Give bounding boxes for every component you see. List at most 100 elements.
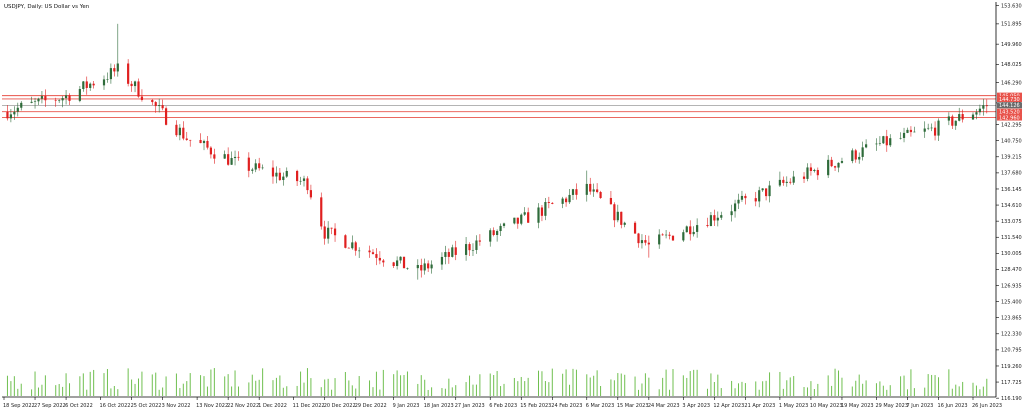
x-tick-label: 18 Jan 2023 — [424, 403, 454, 409]
x-tick-label: 20 Dec 2022 — [324, 403, 356, 409]
candle-body — [489, 230, 492, 242]
level-label: 142.960 — [999, 115, 1020, 121]
candle-body — [382, 260, 385, 263]
x-tick-label: 18 Sep 2022 — [3, 403, 35, 409]
candle-body — [813, 169, 816, 171]
candle-body — [768, 185, 771, 197]
candle-body — [513, 217, 516, 224]
candle-body — [271, 167, 275, 177]
candle-body — [185, 138, 188, 140]
y-tick-label: 117.725 — [1001, 380, 1022, 386]
candle-body — [809, 167, 813, 171]
candle-body — [730, 211, 733, 216]
chart-title: USDJPY, Daily: US Dollar vs Yen — [4, 4, 90, 10]
candle-body — [302, 178, 306, 181]
x-tick-label: 21 Apr 2023 — [744, 403, 775, 409]
x-tick-label: 25 Oct 2022 — [131, 403, 162, 409]
candle-body — [978, 108, 981, 113]
y-tick-label: 140.750 — [1001, 139, 1022, 145]
candle-body — [61, 98, 64, 101]
candle-body — [130, 83, 133, 87]
candle-body — [527, 212, 530, 223]
candle-body — [492, 230, 495, 235]
candle-body — [592, 189, 595, 192]
candle-body — [440, 256, 444, 265]
candle-body — [213, 154, 216, 159]
x-tick-label: 7 Jun 2023 — [906, 403, 933, 409]
candle-body — [468, 244, 471, 251]
candle-body — [258, 163, 261, 169]
candle-body — [685, 226, 688, 233]
x-tick-label: 1 Dec 2022 — [258, 403, 287, 409]
y-tick-label: 139.215 — [1001, 155, 1022, 161]
candle-body — [664, 234, 668, 236]
candle-body — [889, 138, 892, 146]
candle-body — [378, 257, 381, 261]
candle-body — [58, 100, 61, 101]
y-tick-label: 142.295 — [1001, 122, 1022, 128]
candle-body — [837, 162, 840, 168]
candle-body — [68, 95, 71, 101]
candle-body — [320, 197, 323, 227]
candle-body — [927, 127, 930, 129]
candle-body — [933, 127, 937, 136]
x-axis: 18 Sep 2022 27 Sep 2022 6 Oct 2022 16 Oct 2… — [2, 396, 1002, 409]
candle-body — [620, 211, 623, 225]
candle-body — [623, 222, 626, 225]
y-tick-label: 120.795 — [1001, 348, 1022, 354]
candle-body — [323, 226, 326, 239]
x-tick-label: 24 Mar 2023 — [648, 403, 680, 409]
candle-body — [37, 98, 40, 102]
candle-body — [78, 89, 81, 101]
candle-body — [906, 129, 909, 133]
candle-body — [33, 101, 37, 102]
x-tick-label: 29 Dec 2022 — [355, 403, 387, 409]
candle-body — [358, 250, 361, 252]
candle-body — [858, 156, 861, 160]
candle-body — [661, 234, 664, 236]
candle-body — [296, 170, 299, 182]
candle-body — [882, 136, 885, 144]
x-tick-label: 13 Nov 2022 — [196, 403, 228, 409]
y-tick-label: 137.680 — [1001, 171, 1022, 177]
candle-body — [351, 242, 354, 249]
x-tick-label: 9 Jan 2023 — [393, 403, 420, 409]
candle-body — [333, 228, 337, 236]
level-label: 144.730 — [999, 97, 1020, 103]
candle-body — [985, 105, 988, 107]
candle-body — [354, 242, 357, 251]
candle-body — [137, 81, 140, 97]
horizontal-levels — [2, 95, 996, 118]
candle-body — [840, 161, 844, 163]
candle-body — [613, 204, 616, 221]
candle-body — [299, 180, 302, 182]
candle-body — [209, 147, 213, 155]
y-tick-label: 151.895 — [1001, 22, 1022, 28]
y-tick-label: 148.025 — [1001, 62, 1022, 68]
x-tick-label: 15 Mar 2023 — [617, 403, 649, 409]
candle-body — [830, 159, 833, 167]
candle-body — [668, 234, 671, 236]
candle-body — [282, 176, 285, 181]
y-tick-label: 122.330 — [1001, 332, 1022, 338]
candle-body — [758, 190, 761, 202]
candle-body — [782, 179, 785, 183]
candle-body — [447, 252, 450, 257]
x-tick-label: 3 Apr 2023 — [682, 403, 710, 409]
candle-body — [444, 252, 447, 257]
y-tick-label: 116.190 — [1001, 396, 1022, 402]
candle-body — [975, 112, 978, 115]
candle-body — [92, 83, 95, 86]
candle-body — [523, 212, 526, 215]
candle-body — [82, 81, 85, 90]
candle-body — [696, 225, 699, 232]
candle-body — [140, 96, 144, 100]
candle-body — [475, 240, 478, 250]
candle-body — [206, 140, 209, 148]
candle-body — [564, 198, 568, 203]
candle-body — [692, 231, 695, 235]
candles — [6, 23, 988, 280]
candle-body — [671, 235, 675, 241]
